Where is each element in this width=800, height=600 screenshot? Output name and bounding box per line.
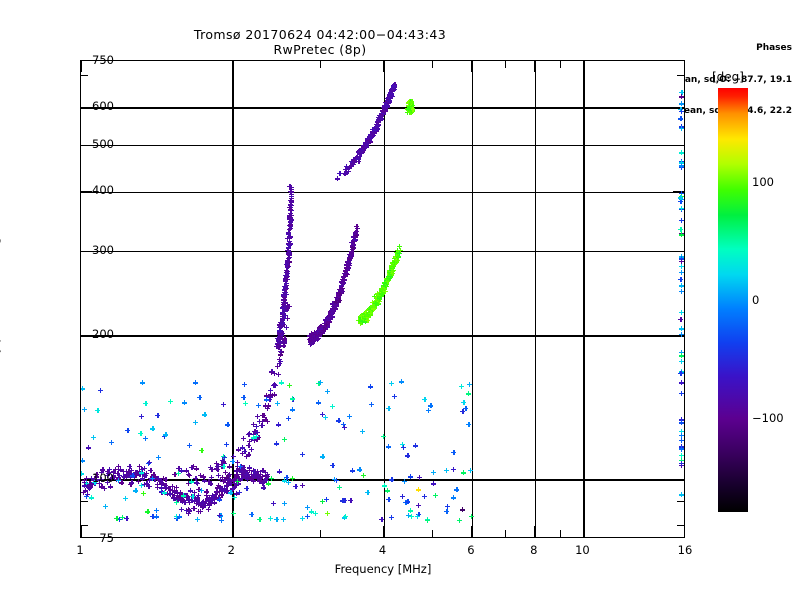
y-axis-tick [677, 74, 684, 76]
x-axis-tick [231, 61, 233, 72]
y-axis-tick [81, 144, 92, 146]
x-axis-tick [471, 61, 473, 72]
colorbar-tick-label: −100 [752, 410, 784, 425]
y-axis-tick [81, 74, 88, 76]
y-axis-tick [81, 250, 92, 252]
y-axis-tick [677, 500, 684, 502]
y-axis-tick [673, 478, 684, 480]
y-axis-tick-label: 600 [92, 99, 114, 114]
y-axis-tick [673, 190, 684, 193]
x-axis-tick-label: 6 [467, 543, 475, 557]
gridline-horizontal [81, 251, 684, 253]
x-axis-tick-label: 4 [378, 543, 387, 557]
x-axis-tick [559, 530, 562, 537]
colorbar-unit-label: [deg] [712, 70, 744, 84]
x-axis-tick [431, 61, 433, 68]
y-axis-tick [81, 525, 88, 527]
colorbar-tick-label: 100 [752, 175, 774, 190]
y-axis-tick [673, 106, 684, 108]
y-axis-tick [81, 500, 88, 502]
y-axis-title: Stationary phase Virtual Height [km] [0, 194, 1, 405]
colorbar-gradient [718, 88, 748, 512]
y-axis-tick-label: 500 [92, 137, 114, 152]
y-axis-tick-label: 100 [92, 471, 114, 486]
gridline-vertical [383, 61, 385, 537]
x-axis-tick [582, 61, 585, 72]
x-axis-tick [382, 526, 385, 537]
x-axis-tick [382, 61, 385, 72]
phase-stats-heading: Phases [756, 43, 792, 53]
x-axis-tick-label: 16 [677, 543, 693, 557]
y-axis-tick [81, 334, 92, 337]
y-axis-tick-label: 75 [99, 531, 114, 545]
phase-stats-o-mode: mean, sd,O: −87.7, 19.1 [669, 74, 792, 85]
y-axis-tick-label: 300 [92, 243, 114, 258]
plot-area [81, 61, 684, 537]
colorbar-tick-label: 0 [752, 293, 760, 307]
x-axis-tick-label: 1 [76, 543, 84, 557]
y-axis-tick-label: 750 [92, 53, 114, 67]
gridline-vertical [472, 61, 474, 537]
x-axis-tick [320, 530, 322, 537]
y-axis-tick-label: 200 [92, 327, 114, 342]
x-axis-tick-label: 2 [227, 543, 235, 557]
gridline-horizontal [81, 191, 684, 193]
gridline-vertical [232, 61, 234, 537]
x-axis-tick [231, 526, 233, 537]
x-axis-tick [471, 526, 473, 537]
y-axis-tick [673, 250, 684, 252]
x-axis-tick [582, 526, 585, 537]
y-axis-tick [673, 144, 684, 146]
x-axis-tick [431, 530, 433, 537]
plot-frame [80, 60, 685, 538]
x-axis-tick [534, 526, 536, 537]
x-axis-tick [559, 61, 562, 68]
x-axis-tick-label: 8 [530, 543, 538, 557]
x-axis-tick [505, 530, 507, 537]
gridline-horizontal [81, 335, 684, 337]
x-axis-tick-label: 10 [575, 543, 590, 557]
x-axis-tick [534, 61, 536, 72]
gridline-vertical [583, 61, 585, 537]
y-axis-tick [81, 190, 92, 193]
x-axis-tick [505, 61, 507, 68]
page-subtitle: RwPretec (8p) [273, 42, 367, 57]
x-axis-tick [81, 61, 82, 72]
gridline-horizontal [81, 145, 684, 147]
gridline-horizontal [81, 479, 684, 481]
page-title: Tromsø 20170624 04:42:00−04:43:43 [193, 27, 447, 42]
y-axis-tick [81, 106, 92, 108]
x-axis-tick [320, 61, 322, 68]
x-axis-tick [81, 526, 82, 537]
y-axis-tick [677, 525, 684, 527]
x-axis-title: Frequency [MHz] [334, 562, 432, 576]
gridline-vertical [534, 61, 537, 537]
y-axis-tick-label: 400 [92, 183, 114, 198]
y-axis-tick [673, 334, 684, 337]
